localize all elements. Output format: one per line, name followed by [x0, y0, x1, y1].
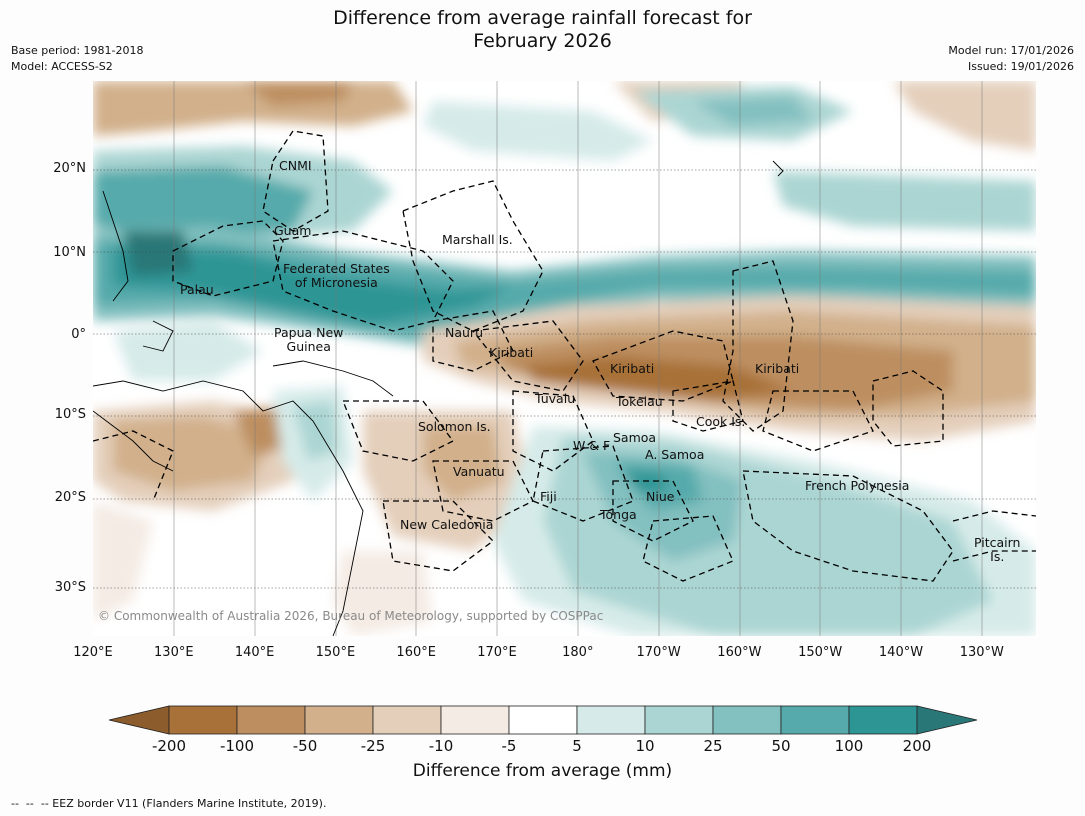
colorbar-swatch — [780, 705, 850, 735]
x-tick-label: 120°E — [73, 645, 113, 660]
colorbar-tick-label: 50 — [771, 737, 791, 755]
colorbar-tick-label: -100 — [219, 737, 255, 755]
colorbar-swatch — [440, 705, 510, 735]
label-marshall: Marshall Is. — [442, 232, 513, 247]
coastlines — [93, 160, 784, 636]
colorbar-tick-label: -25 — [360, 737, 386, 755]
label-american-samoa: A. Samoa — [645, 447, 705, 462]
title-line-1: Difference from average rainfall forecas… — [333, 7, 752, 29]
colorbar-under-arrow — [108, 705, 170, 735]
label-fiji: Fiji — [540, 489, 557, 504]
label-tonga: Tonga — [600, 507, 637, 522]
label-kiribati-west: Kiribati — [489, 345, 534, 360]
y-tick-label: 10°N — [53, 245, 86, 260]
label-solomon-islands: Solomon Is. — [418, 419, 491, 434]
x-tick-label: 130°W — [959, 645, 1004, 660]
label-palau: Palau — [180, 282, 214, 297]
x-tick-label: 160°W — [717, 645, 762, 660]
x-tick-label: 160°E — [396, 645, 436, 660]
label-guam: Guam — [274, 223, 312, 238]
label-kiribati-east: Kiribati — [755, 361, 800, 376]
colorbar-tick-label: 5 — [572, 737, 582, 755]
colorbar-swatch — [236, 705, 306, 735]
colorbar-swatch — [304, 705, 374, 735]
map-title: Difference from average rainfall forecas… — [0, 7, 1085, 53]
colorbar-swatch — [644, 705, 714, 735]
x-tick-label: 140°W — [878, 645, 924, 660]
eez-footnote: -- -- -- EEZ border V11 (Flanders Marine… — [11, 797, 327, 810]
colorbar — [108, 705, 978, 735]
meta-right: Model run: 17/01/2026 Issued: 19/01/2026 — [948, 43, 1074, 75]
label-pitcairn: Pitcairn Is. — [974, 535, 1021, 564]
label-new-caledonia: New Caledonia — [400, 517, 494, 532]
base-period: Base period: 1981-2018 — [11, 44, 144, 57]
label-wallis-futuna: W & F — [573, 438, 611, 453]
colorbar-tick-label: 10 — [635, 737, 655, 755]
label-vanuatu: Vanuatu — [453, 464, 505, 479]
colorbar-tick-label: 25 — [703, 737, 723, 755]
label-niue: Niue — [646, 489, 675, 504]
colorbar-label: Difference from average (mm) — [412, 761, 673, 781]
x-tick-label: 140°E — [234, 645, 275, 660]
y-tick-label: 10°S — [54, 407, 86, 422]
colorbar-swatch — [168, 705, 238, 735]
x-tick-label: 170°W — [636, 645, 681, 660]
model-name: Model: ACCESS-S2 — [11, 60, 113, 73]
label-cook-islands: Cook Is. — [696, 414, 746, 429]
label-png: Papua New Guinea — [274, 325, 344, 354]
colorbar-swatch — [508, 705, 578, 735]
x-tick-label: 170°E — [477, 645, 517, 660]
y-tick-label: 30°S — [54, 580, 86, 595]
eez-borders — [93, 130, 1036, 582]
colorbar-tick-label: -50 — [292, 737, 318, 755]
colorbar-tick-label: -200 — [151, 737, 187, 755]
colorbar-tick-label: -5 — [501, 737, 517, 755]
copyright-notice: © Commonwealth of Australia 2026, Bureau… — [98, 609, 604, 623]
meta-left: Base period: 1981-2018 Model: ACCESS-S2 — [11, 43, 143, 75]
y-tick-label: 20°S — [54, 490, 86, 505]
label-cnmi: CNMI — [279, 158, 312, 173]
x-tick-label: 150°E — [315, 645, 356, 660]
colorbar-swatch — [372, 705, 442, 735]
model-run: Model run: 17/01/2026 — [948, 44, 1074, 57]
label-samoa: Samoa — [613, 430, 657, 445]
x-tick-label: 180° — [562, 645, 594, 660]
colorbar-over-arrow — [916, 705, 978, 735]
y-tick-label: 0° — [71, 327, 86, 342]
label-tuvalu: Tuvalu — [535, 391, 576, 406]
map-canvas — [93, 81, 1036, 636]
rainfall-map[interactable]: CNMI Guam Marshall Is. Federated States … — [93, 81, 1036, 636]
colorbar-tick-label: 100 — [834, 737, 864, 755]
colorbar-swatch — [712, 705, 782, 735]
label-nauru: Nauru — [445, 325, 483, 340]
y-tick-label: 20°N — [53, 161, 86, 176]
title-line-2: February 2026 — [473, 30, 612, 52]
label-tokelau: Tokelau — [616, 394, 663, 409]
label-fsm: Federated States of Micronesia — [283, 261, 390, 290]
colorbar-tick-label: 200 — [902, 737, 932, 755]
issued-date: Issued: 19/01/2026 — [967, 60, 1074, 73]
x-tick-label: 130°E — [154, 645, 194, 660]
label-kiribati-central: Kiribati — [610, 361, 655, 376]
label-french-polynesia: French Polynesia — [805, 478, 910, 493]
x-tick-label: 150°W — [798, 645, 843, 660]
colorbar-swatch — [848, 705, 918, 735]
colorbar-tick-label: -10 — [428, 737, 454, 755]
colorbar-swatch — [576, 705, 646, 735]
